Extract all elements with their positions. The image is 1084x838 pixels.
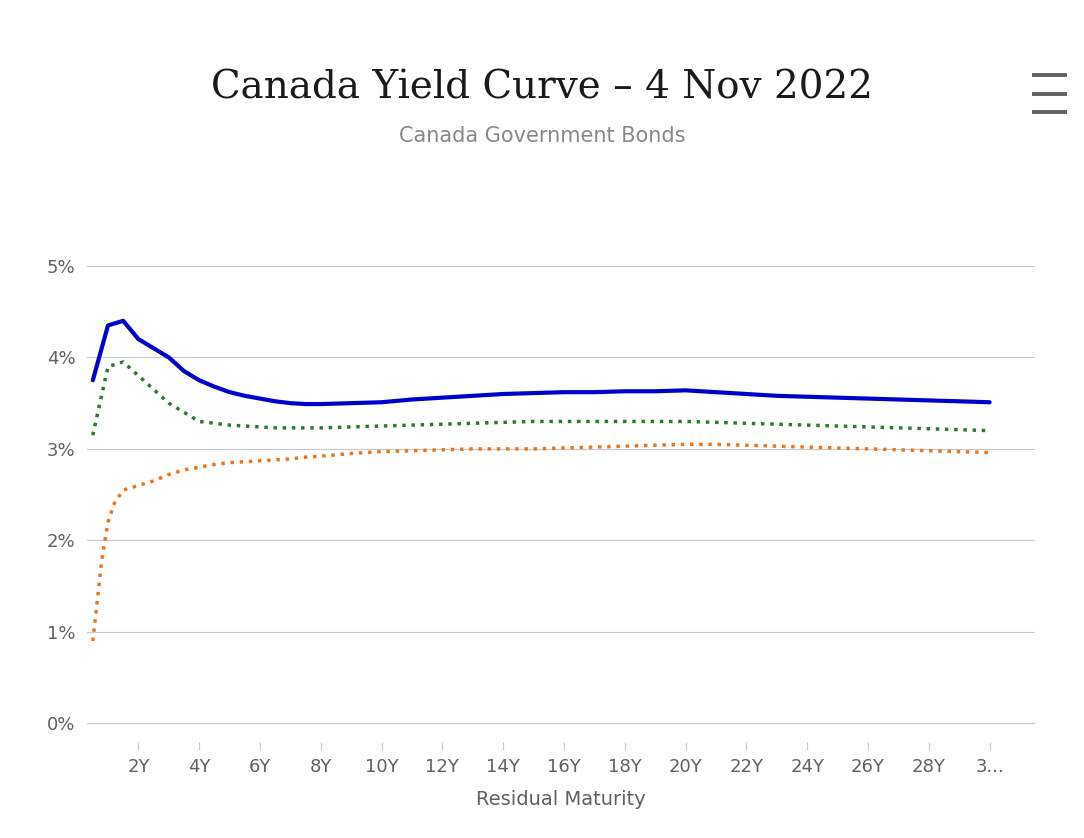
Text: Canada Government Bonds: Canada Government Bonds — [399, 126, 685, 146]
Text: Canada Yield Curve – 4 Nov 2022: Canada Yield Curve – 4 Nov 2022 — [211, 70, 873, 106]
X-axis label: Residual Maturity: Residual Maturity — [476, 790, 646, 810]
